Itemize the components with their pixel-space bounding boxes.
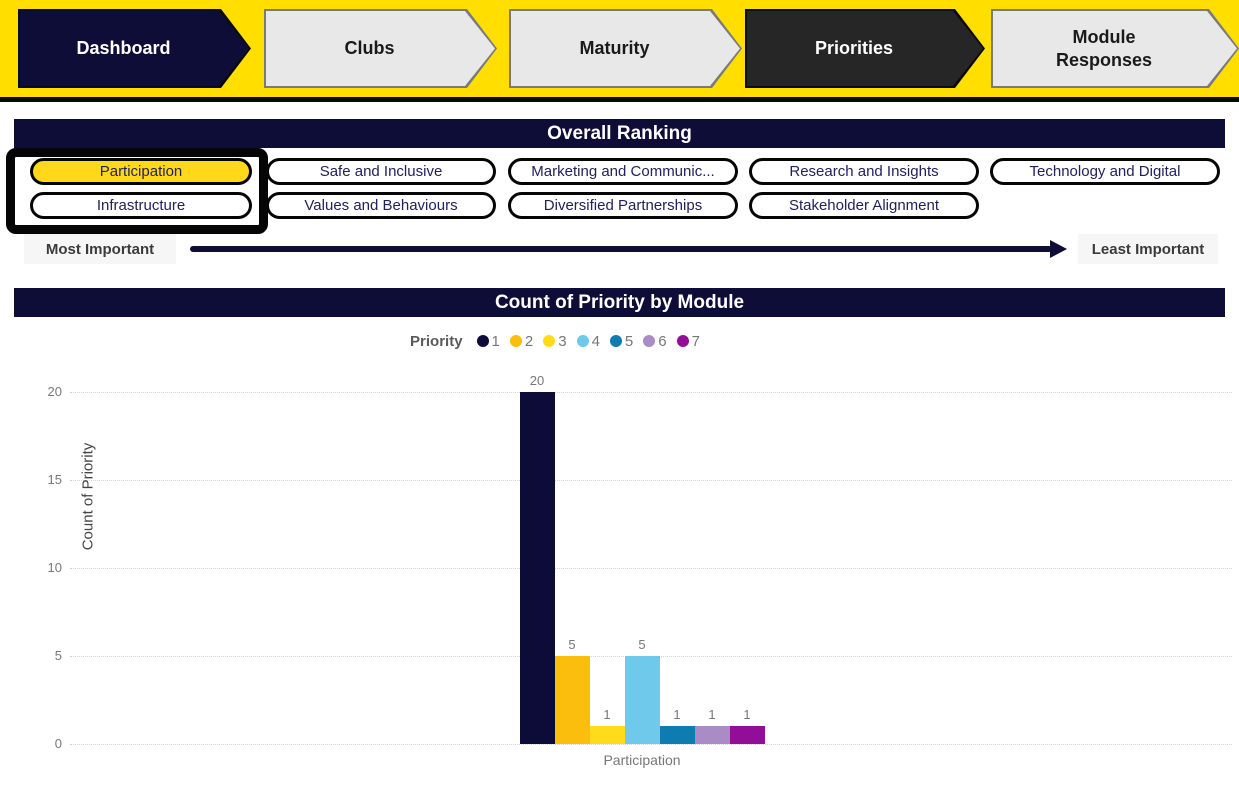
ranking-pill-participation[interactable]: Participation <box>30 158 252 185</box>
selection-highlight-box <box>6 148 268 234</box>
y-tick-label-5: 5 <box>54 648 62 663</box>
legend-item-label: 4 <box>591 332 600 350</box>
ranking-pill-marketing-and-communic[interactable]: Marketing and Communic... <box>508 158 738 185</box>
ranking-pill-label: Technology and Digital <box>1029 163 1181 180</box>
ranking-pill-label: Marketing and Communic... <box>531 163 715 180</box>
ranking-pill-technology-and-digital[interactable]: Technology and Digital <box>990 158 1220 185</box>
chart-title: Count of Priority by Module <box>494 291 745 313</box>
ranking-pill-research-and-insights[interactable]: Research and Insights <box>749 158 979 185</box>
bar-priority-6[interactable] <box>694 726 730 744</box>
nav-tab-module-responses[interactable]: Module Responses <box>991 9 1239 88</box>
legend-item-priority-7[interactable]: 7 <box>676 332 700 350</box>
ranking-pill-label: Research and Insights <box>789 163 939 180</box>
bar-value-label: 1 <box>708 707 716 722</box>
nav-tab-clubs[interactable]: Clubs <box>264 9 497 88</box>
nav-tab-maturity[interactable]: Maturity <box>509 9 742 88</box>
bar-priority-5[interactable] <box>659 726 695 744</box>
ranking-pill-label: Stakeholder Alignment <box>788 197 940 214</box>
gridline-y-10 <box>70 568 1232 569</box>
legend-dot-icon <box>609 335 622 347</box>
legend-item-priority-3[interactable]: 3 <box>543 332 567 350</box>
legend-item-label: 1 <box>491 332 500 350</box>
ranking-pill-values-and-behaviours[interactable]: Values and Behaviours <box>266 192 496 219</box>
chart-legend: Priority 1 2 3 4 5 6 7 <box>0 330 1110 352</box>
legend-item-priority-1[interactable]: 1 <box>476 332 500 350</box>
nav-tab-label: Priorities <box>814 38 894 59</box>
nav-tab-priorities[interactable]: Priorities <box>745 9 985 88</box>
overall-ranking-title: Overall Ranking <box>547 122 692 144</box>
legend-item-label: 5 <box>624 332 634 350</box>
ranking-pill-diversified-partnerships[interactable]: Diversified Partnerships <box>508 192 738 219</box>
legend-item-label: 3 <box>558 332 567 350</box>
nav-underline <box>0 97 1239 102</box>
importance-arrow-head-icon <box>1050 240 1067 258</box>
least-important-label: Least Important <box>1078 234 1218 264</box>
nav-strip: Dashboard Clubs Maturity Priorities Module R… <box>0 0 1239 97</box>
y-tick-label-10: 10 <box>47 560 62 575</box>
gridline-y-15 <box>70 480 1232 481</box>
legend-item-priority-2[interactable]: 2 <box>509 332 534 350</box>
legend-item-label: 6 <box>658 332 667 350</box>
y-tick-label-15: 15 <box>47 472 62 487</box>
legend-item-priority-4[interactable]: 4 <box>576 332 600 350</box>
ranking-pill-safe-and-inclusive[interactable]: Safe and Inclusive <box>266 158 496 185</box>
nav-tab-dashboard[interactable]: Dashboard <box>18 9 251 88</box>
legend-dot-icon <box>476 335 489 347</box>
ranking-pill-label: Values and Behaviours <box>304 197 458 214</box>
legend-dot-icon <box>576 335 589 347</box>
bar-value-label: 1 <box>673 707 681 722</box>
legend-item-priority-6[interactable]: 6 <box>643 332 667 350</box>
gridline-y-0 <box>70 744 1232 745</box>
legend-item-label: 2 <box>524 332 534 350</box>
bar-value-label: 1 <box>603 707 611 722</box>
legend-dot-icon <box>643 335 656 347</box>
legend-title: Priority <box>410 332 463 350</box>
ranking-pill-infrastructure[interactable]: Infrastructure <box>30 192 252 219</box>
ranking-pill-label: Participation <box>99 163 183 180</box>
bar-value-label: 5 <box>638 637 646 652</box>
bar-priority-3[interactable] <box>589 726 625 744</box>
ranking-pill-label: Diversified Partnerships <box>543 197 703 214</box>
legend-dot-icon <box>676 335 689 347</box>
bar-value-label: 1 <box>743 707 751 722</box>
x-axis-category-label: Participation <box>603 752 681 768</box>
bar-priority-4[interactable] <box>624 656 660 744</box>
y-tick-label-20: 20 <box>47 384 62 399</box>
legend-item-priority-5[interactable]: 5 <box>609 332 634 350</box>
nav-tab-label: Maturity <box>579 38 650 59</box>
bar-value-label: 5 <box>568 637 576 652</box>
ranking-pill-stakeholder-alignment[interactable]: Stakeholder Alignment <box>749 192 979 219</box>
legend-dot-icon <box>509 335 522 347</box>
chart-header: Count of Priority by Module <box>14 288 1225 317</box>
ranking-pill-label: Infrastructure <box>96 197 186 214</box>
y-tick-label-0: 0 <box>54 736 62 751</box>
nav-tab-label: Module Responses <box>1055 27 1153 70</box>
importance-arrow-line <box>190 246 1052 252</box>
most-important-label: Most Important <box>24 234 176 264</box>
nav-tab-label: Clubs <box>344 38 395 59</box>
bar-priority-7[interactable] <box>729 726 765 744</box>
bar-priority-2[interactable] <box>554 656 590 744</box>
gridline-y-20 <box>70 392 1232 393</box>
overall-ranking-header: Overall Ranking <box>14 119 1225 148</box>
bar-priority-1[interactable] <box>519 392 555 744</box>
ranking-pill-label: Safe and Inclusive <box>319 163 443 180</box>
y-axis-title: Count of Priority <box>79 442 97 551</box>
legend-item-label: 7 <box>691 332 700 350</box>
legend-dot-icon <box>543 335 556 347</box>
nav-tab-label: Dashboard <box>76 38 171 59</box>
bar-value-label: 20 <box>529 373 545 388</box>
